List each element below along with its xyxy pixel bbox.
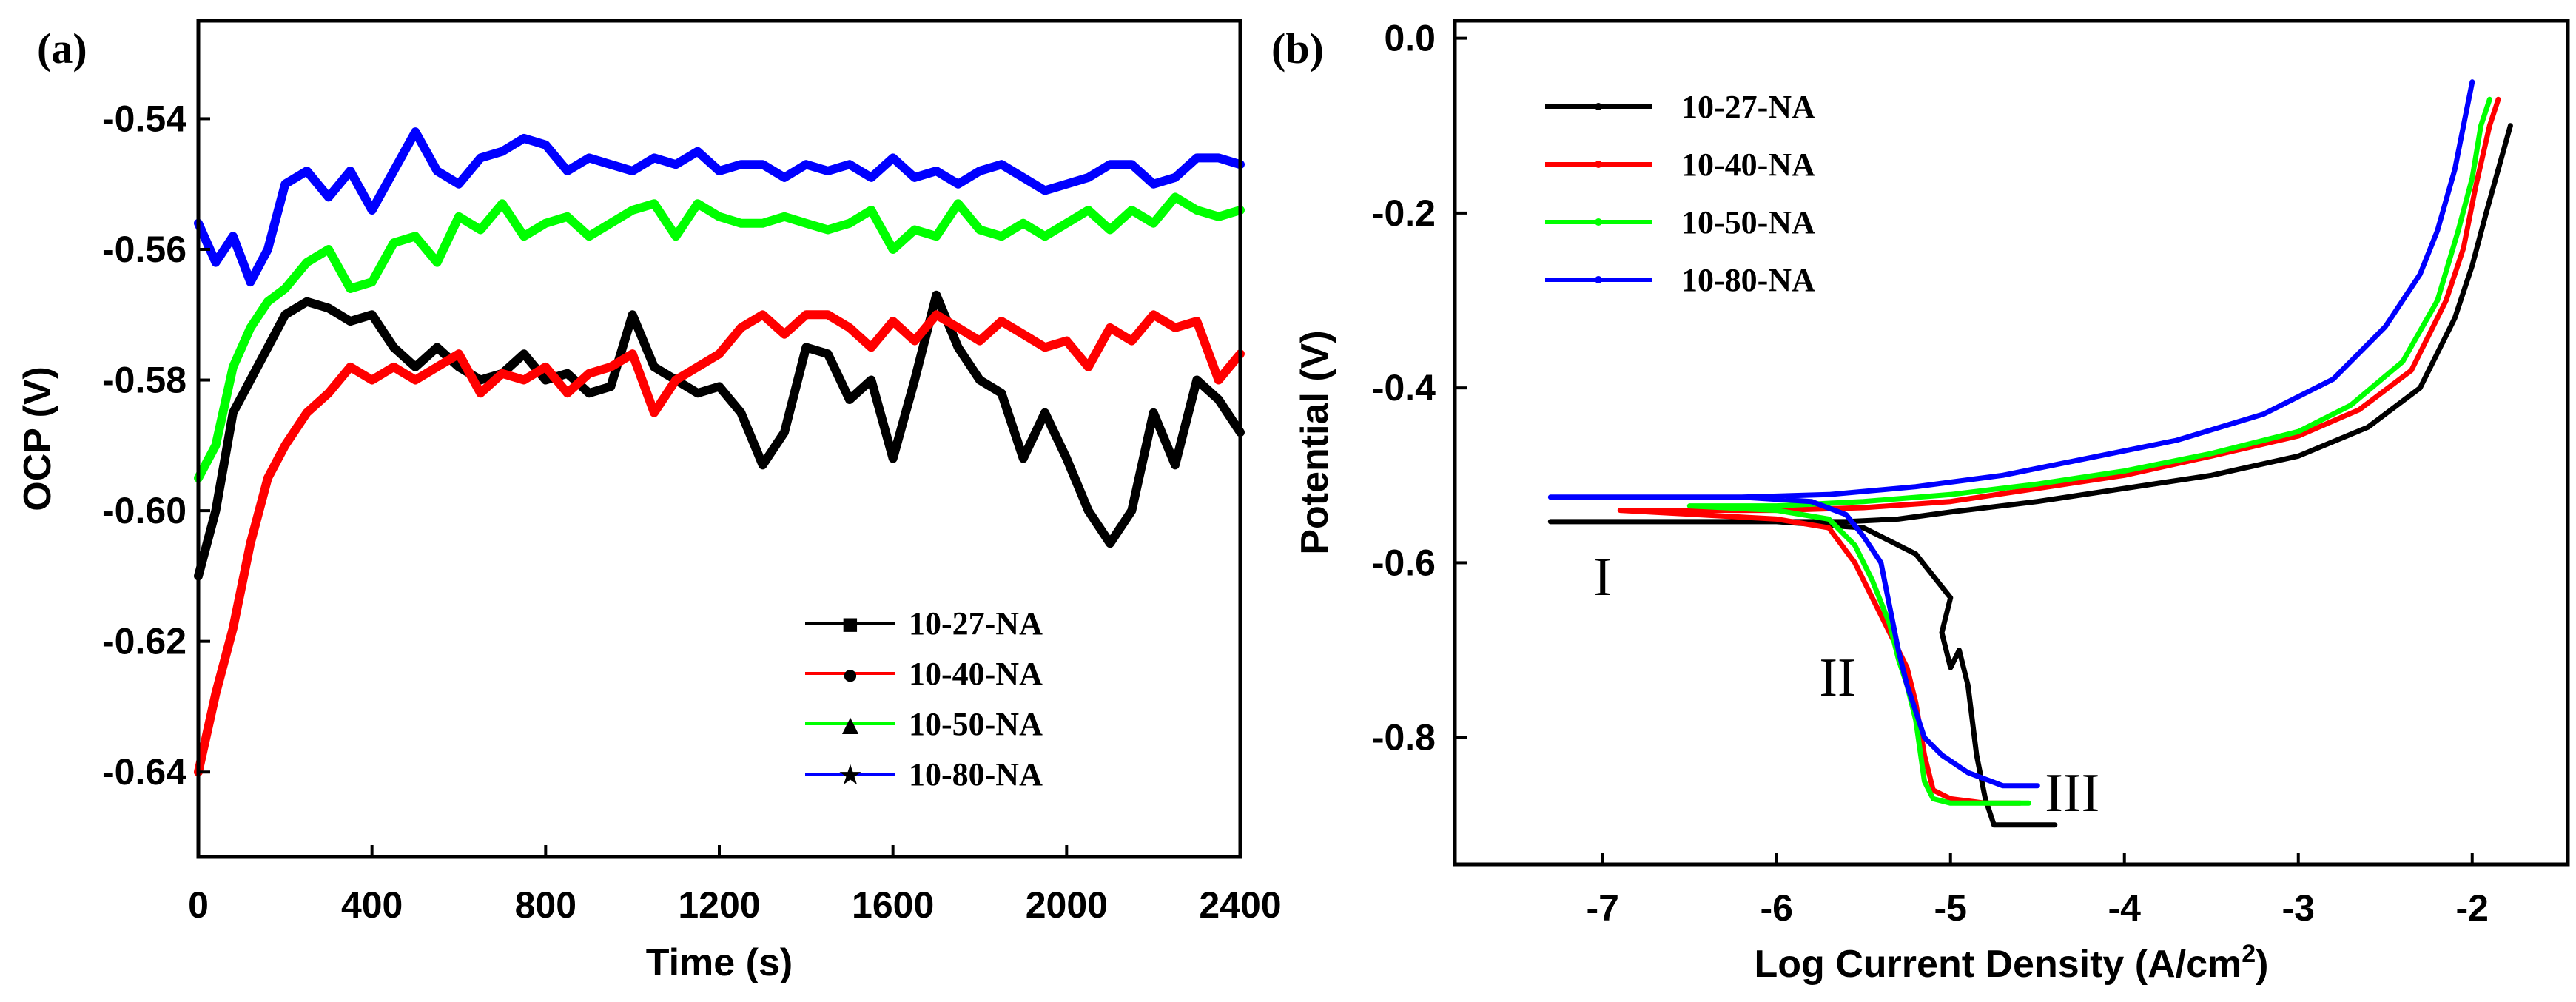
a-y-tick-label: -0.64 — [102, 751, 186, 793]
b-legend-label-10-80-NA: 10-80-NA — [1681, 262, 1815, 298]
b-legend-marker-10-27-NA — [1595, 103, 1602, 110]
b-y-tick-label: -0.2 — [1372, 192, 1436, 234]
b-x-tick-label: -4 — [2108, 887, 2142, 929]
b-annotation-region-I: I — [1593, 547, 1612, 608]
b-series-line-10-27-NA — [1547, 123, 2513, 828]
panel-b-y-axis-title: Potential (V) — [1294, 330, 1336, 554]
a-legend-label-10-50-NA: 10-50-NA — [909, 706, 1043, 742]
a-x-tick-label: 2000 — [1026, 884, 1108, 926]
b-x-tick-label: -5 — [1934, 887, 1967, 929]
a-y-tick-label: -0.62 — [102, 621, 186, 662]
a-x-tick-label: 800 — [515, 884, 576, 926]
b-legend-marker-10-50-NA — [1595, 218, 1602, 226]
a-x-tick-label: 400 — [341, 884, 403, 926]
a-legend-marker-10-50-NA: ▲ — [836, 710, 864, 741]
b-legend-marker-10-40-NA — [1595, 161, 1602, 168]
panel-b-y-ticks: 0.0 -0.2 -0.4 -0.6 -0.8 — [1372, 18, 1467, 759]
a-series-line-10-27-NA — [194, 290, 1245, 581]
b-y-tick-label: -0.8 — [1372, 717, 1436, 759]
a-y-tick-label: -0.54 — [102, 98, 186, 139]
a-x-tick-label: 2400 — [1199, 884, 1281, 926]
b-x-tick-label: -7 — [1587, 887, 1619, 929]
panel-a-x-axis-title: Time (s) — [646, 941, 793, 984]
panel-b-polarization-chart: (b) -7 -6 -5 -4 -3 -2 0.0 -0.2 -0.4 -0.6 -0.8 Log… — [1271, 18, 2570, 986]
a-legend-label-10-40-NA: 10-40-NA — [909, 656, 1043, 692]
panel-b-x-axis-title-superscript: 2 — [2242, 940, 2256, 968]
b-series-line-10-50-NA — [1686, 96, 2492, 806]
a-legend-marker-10-40-NA: ● — [842, 659, 859, 690]
a-legend-label-10-27-NA: 10-27-NA — [909, 605, 1043, 642]
b-legend-label-10-27-NA: 10-27-NA — [1681, 89, 1815, 125]
a-y-tick-label: -0.56 — [102, 229, 186, 270]
panel-b-x-ticks: -7 -6 -5 -4 -3 -2 — [1587, 853, 2489, 929]
panel-a-series-group — [194, 127, 1245, 777]
panel-b-plot-frame — [1453, 19, 2570, 867]
b-annotation-region-II: II — [1819, 648, 1855, 708]
a-legend-marker-10-80-NA: ★ — [838, 760, 863, 791]
panel-a-y-axis-title: OCP (V) — [16, 366, 59, 511]
panel-b-x-axis-title-main: Log Current Density (A/cm — [1755, 943, 2242, 986]
b-y-tick-label: -0.4 — [1372, 367, 1436, 408]
a-y-tick-label: -0.60 — [102, 490, 186, 531]
panel-a-y-ticks: -0.54 -0.56 -0.58 -0.60 -0.62 -0.64 — [102, 98, 210, 793]
a-legend-marker-10-27-NA: ■ — [842, 609, 859, 640]
a-x-tick-label: 1600 — [852, 884, 934, 926]
b-y-tick-label: -0.6 — [1372, 542, 1436, 583]
b-x-tick-label: -3 — [2282, 887, 2315, 929]
a-x-tick-label: 0 — [188, 884, 209, 926]
panel-a-label: (a) — [37, 24, 87, 73]
b-legend-label-10-50-NA: 10-50-NA — [1681, 204, 1815, 241]
b-annotation-region-III: III — [2045, 763, 2099, 824]
a-series-line-10-40-NA — [194, 310, 1245, 777]
panel-a-x-ticks: 0 400 800 1200 1600 2000 2400 — [188, 845, 1282, 926]
a-series-line-10-50-NA — [194, 192, 1245, 482]
b-y-tick-label: 0.0 — [1384, 18, 1436, 59]
panel-b-label: (b) — [1271, 24, 1324, 73]
panel-b-series-group — [1547, 79, 2513, 828]
panel-b-x-axis-title-end: ) — [2256, 943, 2268, 986]
a-series-line-10-80-NA — [194, 127, 1245, 287]
panel-a-legend: ■ 10-27-NA ● 10-40-NA ▲ 10-50-NA ★ 10-80-NA — [805, 605, 1043, 793]
b-series-line-10-80-NA — [1547, 79, 2475, 789]
a-legend-label-10-80-NA: 10-80-NA — [909, 756, 1043, 793]
panel-b-legend: 10-27-NA 10-40-NA 10-50-NA 10-80-NA — [1545, 89, 1815, 298]
b-x-tick-label: -2 — [2456, 887, 2489, 929]
panel-a-ocp-chart: (a) 0 400 800 1200 1600 2000 2400 -0.54-0.56-0… — [16, 19, 1282, 984]
panel-a-plot-frame — [196, 19, 1242, 859]
a-x-tick-label: 1200 — [678, 884, 760, 926]
panel-b-x-axis-title: Log Current Density (A/cm2) — [1755, 940, 2269, 986]
a-y-tick-label: -0.58 — [102, 360, 186, 401]
b-legend-label-10-40-NA: 10-40-NA — [1681, 147, 1815, 183]
b-x-tick-label: -6 — [1761, 887, 1793, 929]
b-legend-marker-10-80-NA — [1595, 276, 1602, 283]
